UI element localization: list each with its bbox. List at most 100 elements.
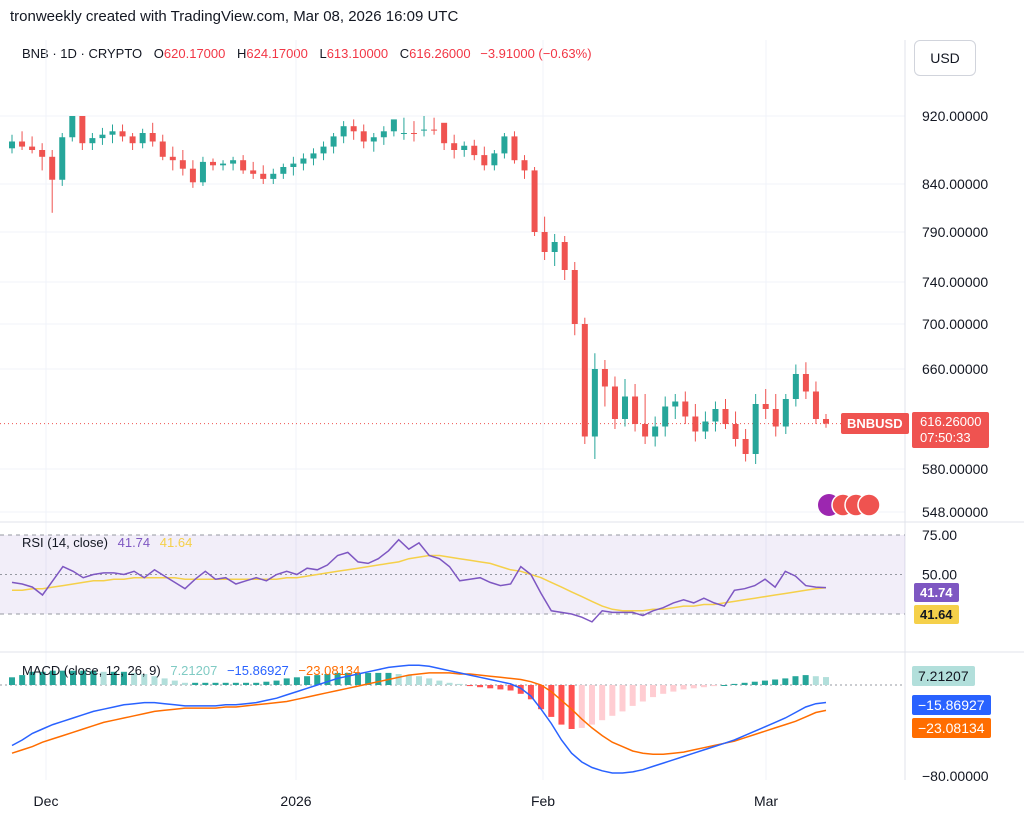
macd-histogram-bar (395, 674, 402, 685)
macd-histogram-bar (141, 674, 148, 685)
rsi-pane (0, 534, 905, 623)
candle-body (260, 173, 267, 179)
macd-histogram-bar (426, 678, 433, 685)
candle-body (732, 424, 739, 439)
candle-body (119, 131, 126, 137)
flags-icon[interactable] (818, 493, 881, 517)
candle-body (461, 145, 468, 150)
macd-histogram-bar (823, 677, 829, 685)
candle-body (169, 156, 176, 161)
macd-histogram-bar (314, 675, 321, 685)
candle-body (802, 374, 809, 392)
rsi-ma-value: 41.64 (159, 535, 193, 550)
symbol-tag: BNBUSD (841, 413, 909, 434)
macd-histogram-bar (29, 671, 36, 685)
candle-body (752, 404, 759, 454)
candle-body (591, 369, 598, 437)
rsi-ma-line (12, 554, 827, 612)
candle-body (541, 232, 548, 252)
macd-histogram-bar (110, 671, 117, 685)
macd-histogram-bar (263, 681, 270, 685)
macd-histogram-bar (802, 675, 809, 685)
macd-histogram-bar (416, 676, 422, 685)
macd-hist-value: 7.21207 (170, 663, 218, 678)
candle-body (310, 153, 317, 159)
rsi-value: 41.74 (117, 535, 151, 550)
candle-body (370, 137, 377, 142)
macd-histogram-bar (690, 685, 697, 689)
macd-hist-tag: 7.21207 (912, 666, 975, 686)
macd-pane (0, 664, 905, 774)
macd-histogram-bar (405, 675, 412, 685)
candle-body (19, 141, 26, 147)
macd-histogram-bar (477, 685, 484, 688)
macd-histogram-bar (741, 682, 748, 685)
macd-histogram-bar (599, 685, 606, 721)
macd-histogram-bar (293, 677, 300, 685)
candle-body (390, 119, 397, 132)
grid (0, 40, 1024, 780)
candle-body (642, 424, 649, 437)
last-price: 616.26000 (920, 414, 982, 429)
close-value: 616.26000 (409, 46, 471, 61)
candle-body (712, 409, 719, 422)
y-axis-tick-label: 920.00000 (922, 108, 988, 124)
candle-body (501, 136, 508, 154)
candle-body (682, 401, 689, 417)
us-flag-icon (857, 493, 881, 517)
macd-histogram-bar (304, 676, 311, 685)
macd-histogram-bar (283, 678, 290, 685)
y-axis-tick-label: 700.00000 (922, 316, 988, 332)
candle-body (441, 122, 448, 144)
x-axis-label: Feb (531, 793, 555, 809)
macd-legend: MACD (close, 12, 26, 9) 7.21207 −15.8692… (22, 663, 360, 678)
macd-histogram-bar (80, 670, 87, 685)
macd-histogram-bar (324, 674, 331, 685)
candle-body (812, 391, 819, 419)
macd-histogram-bar (517, 685, 524, 694)
y-axis-tick-label: 660.00000 (922, 361, 988, 377)
symbol-legend: BNB · 1D · CRYPTO O620.17000 H624.17000 … (22, 46, 592, 61)
x-axis-label: Dec (34, 793, 59, 809)
axes: Dec 2026 Feb Mar 920.00000 840.00000 790.00000… (34, 108, 989, 809)
macd-histogram-bar (192, 682, 199, 685)
candle-body (782, 399, 789, 427)
macd-histogram-bar (354, 672, 361, 685)
macd-histogram-bar (181, 682, 188, 685)
currency-button[interactable]: USD (914, 40, 976, 76)
candle-body (481, 155, 488, 166)
candle-body (89, 138, 96, 144)
macd-histogram-bar (670, 685, 677, 692)
candle-body (49, 156, 56, 180)
bar-countdown: 07:50:33 (920, 430, 971, 445)
y-axis-tick-label: 580.00000 (922, 461, 988, 477)
candle-body (531, 170, 538, 232)
y-axis-tick-label: 740.00000 (922, 274, 988, 290)
macd-histogram-bar (487, 685, 494, 689)
macd-histogram-bar (100, 671, 107, 685)
high-value: 624.17000 (246, 46, 308, 61)
macd-histogram-bar (721, 685, 728, 686)
macd-histogram-bar (568, 685, 575, 729)
candle-body (380, 131, 387, 138)
macd-histogram-bar (792, 676, 799, 685)
macd-histogram-bar (59, 670, 66, 685)
rsi-label: RSI (14, close) (22, 535, 108, 550)
macd-histogram-bar (365, 672, 372, 685)
candle-body (220, 163, 227, 166)
macd-histogram-bar (90, 670, 97, 685)
candle-body (9, 141, 15, 149)
change-value: −3.91000 (−0.63%) (480, 46, 592, 61)
last-price-tag: 616.26000 07:50:33 (912, 412, 990, 448)
macd-histogram-bar (711, 685, 718, 687)
macd-histogram-bar (202, 682, 209, 685)
macd-histogram-bar (151, 676, 158, 685)
candle-body (823, 419, 829, 424)
candle-body (209, 161, 216, 166)
candle-body (692, 416, 699, 432)
macd-line-tag: −15.86927 (912, 695, 991, 715)
macd-histogram-bar (497, 685, 504, 690)
macd-line-value: −15.86927 (226, 663, 289, 678)
candle-body (350, 126, 357, 132)
